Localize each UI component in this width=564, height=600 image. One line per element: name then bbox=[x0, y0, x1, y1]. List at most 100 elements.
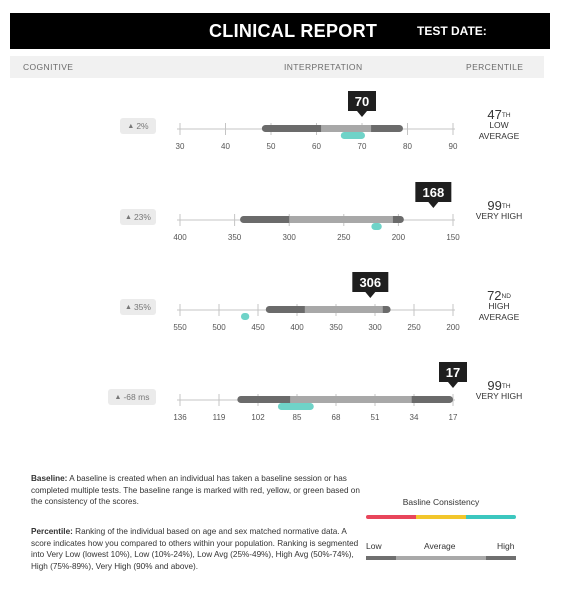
triangle-up-icon: ▲ bbox=[125, 303, 132, 311]
score-pointer bbox=[415, 182, 452, 208]
tick-label: 80 bbox=[403, 142, 412, 151]
percentile-value: 72ND bbox=[487, 288, 511, 303]
tick-label: 350 bbox=[329, 323, 343, 332]
consistency-mid-segment bbox=[416, 515, 466, 519]
percentile-scale-average bbox=[396, 556, 486, 560]
change-value: 23% bbox=[133, 212, 151, 222]
tick-label: 200 bbox=[392, 233, 406, 242]
score-pointer bbox=[348, 91, 376, 117]
test-date-label: TEST DATE: bbox=[417, 24, 487, 38]
score-pointer bbox=[352, 272, 389, 298]
percentile-scale-bar bbox=[366, 556, 516, 560]
tick-label: 50 bbox=[267, 142, 276, 151]
score-value: 168 bbox=[422, 185, 444, 200]
inner-range-bar bbox=[290, 396, 412, 403]
tick-label: 250 bbox=[407, 323, 421, 332]
tick-label: 300 bbox=[368, 323, 382, 332]
percentile-level: AVERAGE bbox=[478, 312, 520, 322]
percentile-block: 72ND HIGH AVERAGE bbox=[464, 288, 534, 323]
tick-label: 136 bbox=[173, 413, 187, 422]
baseline-note-title: Baseline: bbox=[31, 474, 68, 483]
triangle-up-icon: ▲ bbox=[125, 213, 132, 221]
percentile-suffix: ND bbox=[501, 293, 511, 300]
tick-label: 350 bbox=[228, 233, 242, 242]
percentile-value: 99TH bbox=[487, 198, 511, 213]
inner-range-bar bbox=[321, 125, 372, 132]
change-badge: ▲ 35% bbox=[120, 299, 156, 315]
baseline-note-text: A baseline is created when an individual… bbox=[31, 474, 360, 507]
triangle-up-icon: ▲ bbox=[127, 122, 135, 130]
tick-label: 70 bbox=[358, 142, 367, 151]
baseline-marker bbox=[340, 132, 365, 139]
triangle-up-icon: ▲ bbox=[114, 393, 122, 401]
column-cognitive: COGNITIVE bbox=[23, 62, 74, 72]
score-value: 70 bbox=[355, 94, 369, 109]
tick-label: 30 bbox=[176, 142, 185, 151]
percentile-level: VERY HIGH bbox=[475, 391, 523, 401]
baseline-consistency-title: Basline Consistency bbox=[402, 497, 480, 507]
change-value: -68 ms bbox=[123, 392, 150, 402]
baseline-note: Baseline: A baseline is created when an … bbox=[31, 473, 361, 508]
baseline-consistency-bar bbox=[366, 515, 516, 519]
percentile-suffix: TH bbox=[501, 383, 511, 390]
score-value: 306 bbox=[359, 275, 381, 290]
score-value: 17 bbox=[446, 365, 460, 380]
score-pointer bbox=[439, 362, 467, 388]
percentile-note-title: Percentile: bbox=[31, 527, 73, 536]
change-badge: ▲ 2% bbox=[120, 118, 156, 134]
tick-label: 51 bbox=[371, 413, 380, 422]
chart-1: 400 350 300 250 200 150 168 bbox=[173, 182, 460, 242]
column-percentile: PERCENTILE bbox=[466, 62, 524, 72]
scale-low-label: Low bbox=[366, 541, 382, 551]
percentile-level: HIGH bbox=[488, 301, 510, 311]
change-badge: ▲ 23% bbox=[120, 209, 156, 225]
baseline-marker bbox=[240, 313, 250, 320]
baseline-marker bbox=[371, 223, 382, 230]
report-header: CLINICAL REPORT TEST DATE: bbox=[10, 13, 550, 49]
percentile-note-text: Ranking of the individual based on age a… bbox=[31, 527, 359, 571]
chart-0: 30 40 50 60 70 80 90 70 bbox=[176, 91, 458, 151]
inner-range-bar bbox=[289, 216, 393, 223]
percentile-level: VERY HIGH bbox=[475, 211, 523, 221]
chart-3: 136 119 102 85 68 51 34 17 17 bbox=[173, 362, 467, 422]
change-value: 35% bbox=[133, 302, 151, 312]
tick-label: 450 bbox=[251, 323, 265, 332]
baseline-marker bbox=[277, 403, 314, 410]
percentile-value: 99TH bbox=[487, 378, 511, 393]
tick-label: 60 bbox=[312, 142, 321, 151]
column-header-bar: COGNITIVE INTERPRETATION PERCENTILE bbox=[10, 56, 544, 78]
consistency-high-segment bbox=[466, 515, 516, 519]
percentile-note: Percentile: Ranking of the individual ba… bbox=[31, 526, 361, 572]
tick-label: 400 bbox=[173, 233, 187, 242]
tick-label: 150 bbox=[446, 233, 460, 242]
tick-label: 300 bbox=[283, 233, 297, 242]
tick-label: 85 bbox=[293, 413, 302, 422]
tick-label: 119 bbox=[213, 413, 226, 422]
percentile-suffix: TH bbox=[501, 203, 511, 210]
report-title: CLINICAL REPORT bbox=[209, 21, 378, 41]
tick-label: 90 bbox=[449, 142, 458, 151]
tick-label: 250 bbox=[337, 233, 351, 242]
change-value: 2% bbox=[136, 121, 149, 131]
scale-average-label: Average bbox=[424, 541, 456, 551]
percentile-level: AVERAGE bbox=[478, 131, 520, 141]
consistency-low-segment bbox=[366, 515, 416, 519]
percentile-suffix: TH bbox=[501, 112, 511, 119]
percentile-block: 47TH LOW AVERAGE bbox=[464, 107, 534, 142]
tick-label: 102 bbox=[251, 413, 265, 422]
column-interpretation: INTERPRETATION bbox=[284, 62, 363, 72]
tick-label: 34 bbox=[410, 413, 419, 422]
percentile-block: 99TH VERY HIGH bbox=[464, 198, 534, 222]
percentile-level: LOW bbox=[489, 120, 509, 130]
percentile-value: 47TH bbox=[487, 107, 511, 122]
tick-label: 550 bbox=[173, 323, 187, 332]
change-badge: ▲ -68 ms bbox=[108, 389, 156, 405]
chart-2: 550 500 450 400 350 300 250 200 306 bbox=[173, 272, 460, 332]
tick-label: 40 bbox=[221, 142, 230, 151]
percentile-block: 99TH VERY HIGH bbox=[464, 378, 534, 402]
tick-label: 500 bbox=[212, 323, 226, 332]
tick-label: 17 bbox=[449, 413, 458, 422]
scale-high-label: High bbox=[497, 541, 515, 551]
tick-label: 400 bbox=[290, 323, 304, 332]
